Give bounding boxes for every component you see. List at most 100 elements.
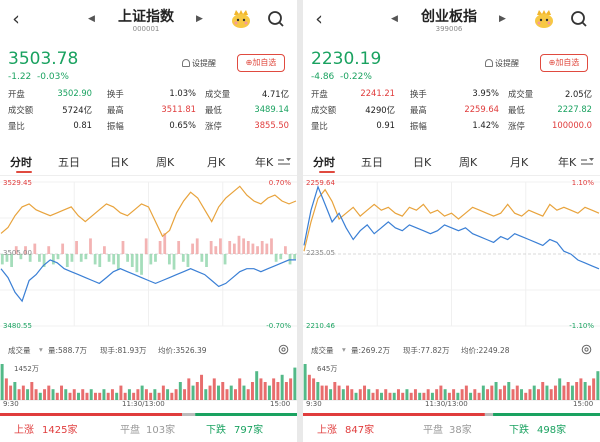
- volume-bar: [566, 382, 570, 400]
- page-title: 上证指数: [118, 9, 174, 25]
- stat-label: 涨停: [508, 121, 525, 131]
- search-icon[interactable]: [266, 9, 286, 29]
- intraday-chart[interactable]: 3529.45 0.70% 3505.00 3480.55 -0.70%: [0, 176, 297, 336]
- back-arrow-icon[interactable]: ‹: [315, 8, 323, 30]
- volume-dropdown-icon[interactable]: ▾: [342, 345, 346, 354]
- flow-bar: [130, 254, 134, 267]
- current-price: 3503.78: [8, 49, 79, 69]
- set-reminder-button[interactable]: 设提醒: [485, 56, 519, 72]
- breadth-bar: [0, 413, 297, 416]
- stat-label: 换手: [410, 89, 427, 99]
- tab-5[interactable]: 年K: [255, 156, 274, 169]
- flow-bar: [237, 235, 241, 254]
- change-value: -1.22: [8, 72, 32, 82]
- volume-bar: [333, 382, 337, 400]
- change-percent: -0.03%: [37, 72, 69, 82]
- tab-settings-icon[interactable]: [579, 155, 595, 169]
- add-watchlist-button[interactable]: ⊕加自选: [237, 54, 285, 72]
- volume-dropdown-icon[interactable]: ▾: [39, 345, 43, 354]
- tab-settings-icon[interactable]: [276, 155, 292, 169]
- pct-max-label: 1.10%: [571, 179, 594, 187]
- volume-settings-icon[interactable]: [278, 344, 289, 355]
- flow-bar: [223, 254, 227, 265]
- bell-icon: [182, 59, 190, 67]
- mascot-icon[interactable]: [230, 9, 252, 29]
- tab-3[interactable]: 周K: [156, 156, 175, 169]
- volume-bar: [72, 389, 76, 400]
- volume-bar: [225, 389, 229, 400]
- tab-0[interactable]: 分时: [313, 156, 335, 169]
- set-reminder-button[interactable]: 设提醒: [182, 56, 216, 72]
- breadth-up-segment: [0, 413, 183, 416]
- volume-amount: 量:269.2万: [351, 346, 390, 355]
- volume-title[interactable]: 成交量: [311, 346, 334, 355]
- volume-title[interactable]: 成交量: [8, 346, 31, 355]
- flow-bar: [191, 243, 194, 254]
- stats-row: 开盘 3502.90 换手 1.03% 成交量 4.71亿: [0, 88, 297, 104]
- stat-value: 1.03%: [169, 88, 196, 98]
- volume-bar: [418, 392, 422, 400]
- volume-max-label: 645万: [317, 365, 338, 373]
- mascot-icon[interactable]: [533, 9, 555, 29]
- volume-bar: [233, 389, 237, 400]
- volume-settings-icon[interactable]: [581, 344, 592, 355]
- volume-bar: [396, 389, 400, 400]
- prev-close-label: 3505.00: [3, 249, 32, 257]
- volume-bar: [422, 392, 426, 400]
- volume-bar: [60, 385, 64, 400]
- tab-3[interactable]: 周K: [459, 156, 478, 169]
- flow-bar: [89, 238, 92, 254]
- stat-label: 振幅: [410, 121, 427, 131]
- flow-bar: [56, 254, 60, 260]
- volume-bar: [320, 385, 324, 400]
- time-end: 15:00: [573, 400, 594, 408]
- volume-bar: [460, 389, 464, 400]
- volume-bar: [481, 385, 485, 400]
- tab-2[interactable]: 日K: [413, 156, 432, 169]
- flow-bar: [195, 238, 199, 254]
- stat-label: 成交额: [8, 105, 34, 115]
- volume-bar: [119, 385, 123, 400]
- breadth-bar: [303, 413, 600, 416]
- stats-grid: 开盘 2241.21 换手 3.95% 成交量 2.05亿 成交额 4290亿 最高 2259.6…: [303, 88, 600, 136]
- prev-index-icon[interactable]: ◀: [391, 14, 398, 24]
- volume-bar: [435, 389, 439, 400]
- time-axis: 9:30 11:30/13:00 15:00: [303, 400, 600, 410]
- intraday-chart[interactable]: 2259.64 1.10% 2235.05 2210.46 -1.10%: [303, 176, 600, 336]
- tab-1[interactable]: 五日: [361, 156, 383, 169]
- flow-bar: [79, 254, 83, 262]
- flow-bar: [232, 243, 236, 254]
- plus-icon: ⊕: [548, 58, 556, 67]
- back-arrow-icon[interactable]: ‹: [12, 8, 20, 30]
- time-start: 9:30: [3, 400, 19, 408]
- flow-bar: [75, 241, 78, 254]
- volume-bar: [136, 389, 140, 400]
- tab-4[interactable]: 月K: [207, 156, 226, 169]
- volume-bar: [200, 374, 204, 400]
- flow-bar: [242, 238, 246, 254]
- prev-index-icon[interactable]: ◀: [88, 14, 95, 24]
- search-icon[interactable]: [569, 9, 589, 29]
- next-index-icon[interactable]: ▶: [196, 14, 203, 24]
- volume-bar: [587, 385, 591, 400]
- stat-value: 3511.81: [161, 104, 196, 114]
- intraday-svg: [303, 181, 600, 327]
- tab-4[interactable]: 月K: [510, 156, 529, 169]
- flow-bar: [47, 246, 51, 254]
- volume-bar: [579, 378, 583, 400]
- volume-bar: [161, 385, 165, 400]
- volume-bar: [157, 392, 161, 400]
- down-label: 下跌: [509, 425, 529, 436]
- tab-5[interactable]: 年K: [558, 156, 577, 169]
- volume-bar: [498, 389, 502, 400]
- tab-2[interactable]: 日K: [110, 156, 129, 169]
- volume-bar: [98, 392, 102, 400]
- volume-header: 成交量 ▾ 量:269.2万 现手:77.82万 均价:2249.28: [303, 344, 600, 358]
- flat-label: 平盘: [120, 425, 140, 436]
- add-watchlist-button[interactable]: ⊕加自选: [540, 54, 588, 72]
- flow-bar: [112, 254, 116, 265]
- tab-1[interactable]: 五日: [58, 156, 80, 169]
- tab-0[interactable]: 分时: [10, 156, 32, 169]
- next-index-icon[interactable]: ▶: [499, 14, 506, 24]
- volume-bar: [212, 378, 216, 400]
